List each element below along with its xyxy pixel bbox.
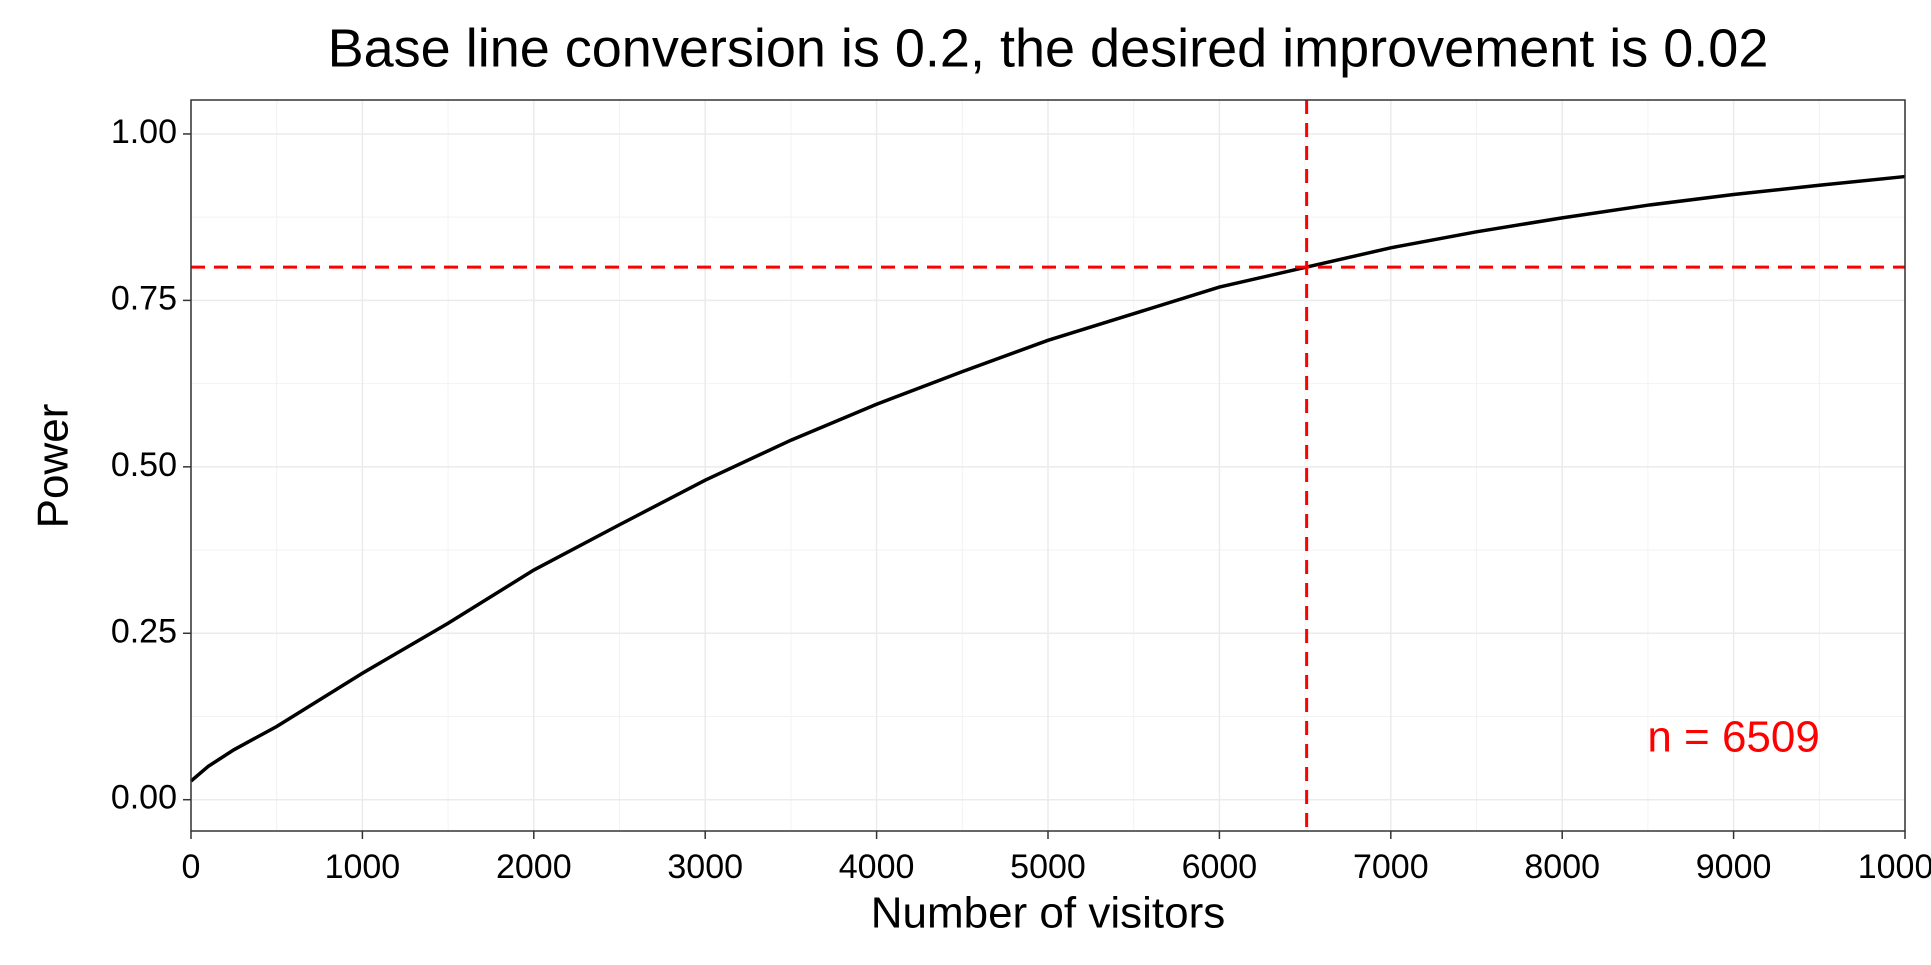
annotation: n = 6509 xyxy=(1647,712,1820,761)
x-tick-label: 0 xyxy=(182,848,201,886)
x-tick-label: 2000 xyxy=(496,848,572,886)
plot-border xyxy=(190,99,1906,832)
y-tick-label: 1.00 xyxy=(111,113,177,151)
power-curve xyxy=(189,174,1906,783)
x-tick-label: 5000 xyxy=(1010,848,1086,886)
y-axis-title: Power xyxy=(29,404,78,529)
chart-title: Base line conversion is 0.2, the desired… xyxy=(328,18,1769,78)
y-tick-label: 0.00 xyxy=(111,779,177,817)
x-tick-label: 6000 xyxy=(1182,848,1258,886)
x-axis-title: Number of visitors xyxy=(871,889,1226,938)
x-tick-label: 7000 xyxy=(1353,848,1429,886)
x-tick-label: 1000 xyxy=(325,848,401,886)
x-tick-label: 4000 xyxy=(839,848,915,886)
y-tick-label: 0.75 xyxy=(111,279,177,317)
y-tick-label: 0.25 xyxy=(111,612,177,650)
x-tick-label: 9000 xyxy=(1696,848,1772,886)
x-tick-label: 3000 xyxy=(667,848,743,886)
x-tick-label: 8000 xyxy=(1524,848,1600,886)
y-tick-label: 0.50 xyxy=(111,446,177,484)
